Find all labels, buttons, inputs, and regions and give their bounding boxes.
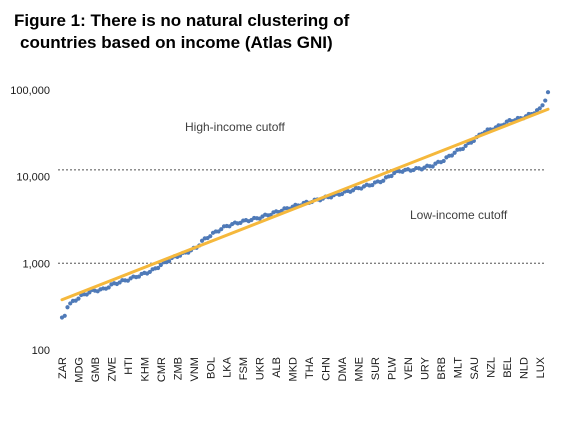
data-point <box>463 143 468 148</box>
data-point <box>441 158 446 164</box>
y-tick-label: 10,000 <box>16 172 50 184</box>
x-tick-label: HTI <box>123 357 135 375</box>
data-point <box>537 106 542 111</box>
data-point <box>199 238 205 243</box>
data-point <box>545 90 551 95</box>
data-point <box>543 98 548 103</box>
data-point <box>389 173 394 179</box>
low-income-cutoff-label: Low-income cutoff <box>410 208 508 222</box>
data-point <box>238 220 243 225</box>
x-tick-label: THA <box>304 356 316 379</box>
data-point <box>381 178 386 183</box>
trend-line <box>60 107 550 302</box>
data-point <box>460 146 465 151</box>
x-tick-label: PLW <box>386 356 398 380</box>
x-tick-label: MNE <box>354 357 366 381</box>
data-point <box>540 103 545 108</box>
x-tick-label: NLD <box>518 357 530 379</box>
data-point <box>449 153 454 158</box>
y-tick-label: 100,000 <box>10 85 50 97</box>
x-tick-label: SUR <box>370 357 382 380</box>
reference-lines <box>58 169 546 265</box>
x-tick-label: MKD <box>288 357 300 382</box>
x-tick-label: ALB <box>271 357 283 378</box>
data-point <box>125 278 130 283</box>
data-point <box>166 259 172 264</box>
x-tick-label: UKR <box>255 357 267 380</box>
x-tick-label: GMB <box>90 357 102 382</box>
trend-line-group <box>60 107 550 302</box>
x-tick-label: URY <box>419 356 431 380</box>
x-tick-label: CHN <box>321 357 333 381</box>
data-point <box>87 290 92 295</box>
x-tick-label: KHM <box>139 357 151 381</box>
x-tick-label: ZAR <box>57 357 69 379</box>
x-tick-label: ZMB <box>172 357 184 380</box>
x-tick-label: MLT <box>452 357 464 378</box>
data-point <box>156 265 161 271</box>
chart-title: Figure 1: There is no natural clustering… <box>14 10 394 54</box>
high-income-cutoff-label: High-income cutoff <box>185 120 285 134</box>
x-axis: ZAR MDG GMB ZWE HTI KHM CMR ZMB VNM BOL LKA FSM UKR A… <box>57 356 547 382</box>
x-tick-label: LUX <box>535 356 547 378</box>
x-tick-label: ZWE <box>106 357 118 381</box>
data-point <box>208 234 213 239</box>
annotations: High-income cutoff Low-income cutoff <box>185 120 508 222</box>
data-point <box>147 269 152 275</box>
x-tick-label: SAU <box>469 357 481 380</box>
y-tick-label: 100 <box>32 345 50 357</box>
x-tick-label: BRB <box>436 357 448 380</box>
x-tick-label: BOL <box>205 357 217 379</box>
data-point <box>106 285 111 290</box>
data-point <box>339 191 345 197</box>
data-point <box>62 313 67 318</box>
y-tick-label: 1,000 <box>22 258 50 270</box>
data-point <box>452 150 457 155</box>
data-point <box>216 229 221 234</box>
x-tick-label: CMR <box>156 357 168 382</box>
x-tick-label: LKA <box>222 356 234 377</box>
y-axis: 100 1,000 10,000 100,000 <box>10 85 50 357</box>
x-tick-label: VEN <box>403 357 415 380</box>
x-tick-label: DMA <box>337 356 349 381</box>
x-tick-label: VNM <box>189 357 201 381</box>
chart-title-line-1: Figure 1: There is no natural clustering… <box>14 11 350 30</box>
chart-title-line-2: countries based on income (Atlas GNI) <box>20 33 333 52</box>
x-tick-label: NZL <box>485 357 497 378</box>
data-point <box>430 164 435 169</box>
x-tick-label: MDG <box>73 357 85 383</box>
x-tick-label: FSM <box>238 357 250 380</box>
data-point <box>219 227 224 232</box>
data-point <box>158 262 163 268</box>
data-point <box>65 305 70 310</box>
data-point <box>76 296 81 301</box>
data-point <box>117 280 122 285</box>
data-point <box>68 301 73 306</box>
x-tick-label: BEL <box>502 357 514 378</box>
data-point <box>136 274 141 279</box>
data-point <box>370 182 375 188</box>
